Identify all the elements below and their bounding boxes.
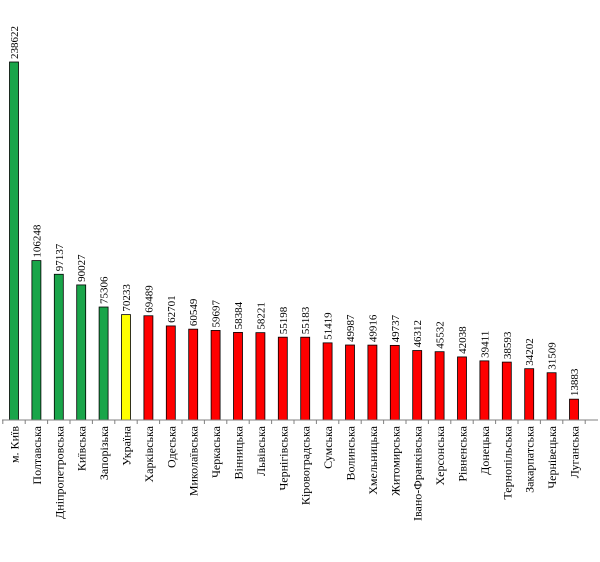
value-label-0: 238622 [9,26,21,59]
value-label-24: 31509 [547,342,559,370]
category-label-3: Київська [75,425,89,471]
bar-0 [9,61,19,421]
category-label-16: Хмельницька [366,425,380,494]
category-label-2: Дніпропетровська [52,425,66,519]
value-label-1: 106248 [31,224,43,258]
category-label-19: Херсонська [433,425,447,485]
category-label-0: м. Київ [8,426,22,463]
bars-layer [9,61,579,421]
category-label-10: Вінницька [232,425,246,479]
bar-23 [524,368,535,421]
value-label-17: 49737 [390,314,402,342]
category-label-21: Донецька [478,425,492,474]
bar-20 [457,356,467,421]
category-label-20: Рівненська [456,425,470,481]
value-label-21: 39411 [479,331,491,358]
category-label-5: Україна [120,425,134,465]
bar-1 [31,260,42,421]
value-label-12: 55198 [278,306,290,334]
bar-4 [98,306,109,421]
bar-7 [165,325,176,421]
bar-5 [121,314,131,421]
bar-19 [434,351,445,421]
value-label-3: 90027 [76,254,88,282]
category-label-14: Сумська [321,425,335,469]
category-label-23: Закарпатська [523,425,537,493]
category-label-13: Кіровоградська [299,425,313,505]
value-label-22: 38593 [502,331,514,359]
value-label-11: 58221 [255,302,267,330]
category-label-9: Черкаська [209,425,223,478]
value-label-7: 62701 [166,295,178,323]
value-label-8: 60549 [188,298,200,326]
bar-17 [389,344,400,421]
category-label-6: Харківська [142,425,156,482]
bar-2 [53,273,64,421]
category-label-7: Одеська [164,425,178,468]
value-label-15: 49987 [345,314,357,342]
category-label-22: Тернопільська [500,425,514,499]
value-labels-layer: 238622 106248 97137 90027 75306 70233 69489 627… [9,26,581,396]
category-label-4: Запорізька [97,425,111,480]
value-label-10: 58384 [233,301,245,329]
bar-12 [277,336,288,421]
bar-18 [412,350,423,421]
bar-3 [76,284,87,421]
bar-10 [233,332,243,421]
value-label-14: 51419 [323,312,335,340]
category-label-11: Львівська [254,425,268,476]
value-label-18: 46312 [412,320,424,348]
value-label-25: 13883 [569,368,581,396]
bar-25 [569,398,579,421]
value-label-23: 34202 [524,338,536,366]
category-label-1: Полтавська [30,425,44,484]
bar-24 [546,372,557,421]
category-label-17: Житомирська [388,425,402,495]
value-label-13: 55183 [300,306,312,334]
category-label-18: Івано-Франківська [411,425,425,521]
category-label-24: Чернівецька [545,425,559,488]
bar-13 [300,336,311,421]
value-label-19: 45532 [435,321,447,349]
value-label-6: 69489 [143,285,155,313]
category-label-15: Волинська [344,425,358,480]
bar-9 [210,330,221,421]
bar-22 [501,361,512,421]
bar-16 [367,344,378,421]
value-label-4: 75306 [99,276,111,304]
bar-14 [322,342,333,421]
bar-6 [143,315,154,421]
value-label-2: 97137 [54,243,66,271]
bar-15 [345,344,355,421]
value-label-9: 59697 [211,299,223,327]
category-label-12: Чернігівська [276,425,290,490]
bar-21 [479,360,490,421]
bar-8 [188,328,199,421]
value-label-16: 49916 [367,314,379,342]
category-label-8: Миколаївська [187,425,201,496]
category-labels-layer: м. Київ Полтавська Дніпропетровська Київськ… [8,425,582,521]
bar-11 [255,332,266,421]
axis-layer [2,419,598,424]
value-label-5: 70233 [121,284,133,312]
category-label-25: Луганська [568,425,582,478]
value-label-20: 42038 [457,326,469,354]
